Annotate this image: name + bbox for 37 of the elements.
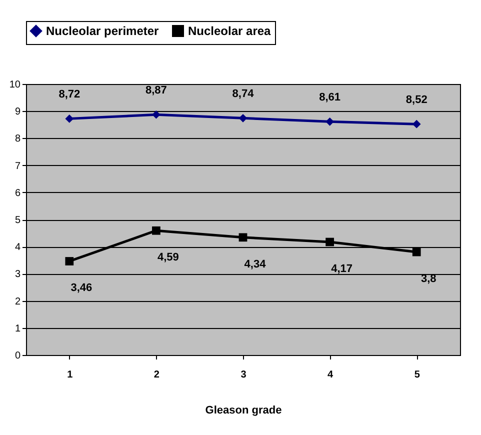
y-tick-label: 5	[14, 215, 21, 226]
data-label: 8,74	[232, 88, 255, 100]
y-tick-label: 1	[14, 323, 21, 334]
point	[326, 117, 334, 126]
point	[152, 226, 160, 235]
point	[412, 120, 421, 128]
y-tick-label: 3	[14, 269, 21, 280]
data-label: 8,72	[58, 88, 80, 101]
data-label: 8,87	[145, 84, 167, 97]
point	[65, 114, 74, 123]
x-tick-label: 4	[328, 370, 334, 380]
data-label: 4,17	[331, 262, 353, 275]
y-tick-label: 6	[14, 188, 21, 199]
x-tick-label: 3	[240, 370, 247, 380]
point	[412, 248, 421, 256]
y-tick-label: 9	[14, 106, 21, 118]
data-label: 3,46	[70, 282, 92, 294]
point	[152, 110, 160, 119]
y-tick-label: 10	[9, 80, 21, 90]
x-axis-title: Gleason grade	[205, 404, 282, 416]
data-label: 8,61	[319, 92, 341, 104]
x-tick-label: 1	[67, 370, 74, 380]
y-tick-label: 2	[14, 296, 21, 308]
y-tick-label: 7	[14, 160, 21, 172]
legend-label: Nucleolar perimeter	[46, 24, 160, 38]
y-tick-label: 0	[14, 350, 21, 362]
x-tick-label: 5	[414, 370, 420, 380]
data-label: 4,34	[244, 258, 267, 270]
data-label: 8,52	[406, 94, 428, 106]
data-label: 4,59	[157, 252, 179, 264]
y-tick-label: 4	[14, 242, 21, 254]
y-tick-label: 8	[14, 134, 21, 145]
point	[238, 233, 248, 242]
point	[326, 238, 334, 246]
legend-label: Nucleolar area	[188, 24, 272, 38]
point	[65, 257, 74, 266]
x-tick-label: 2	[154, 370, 160, 380]
